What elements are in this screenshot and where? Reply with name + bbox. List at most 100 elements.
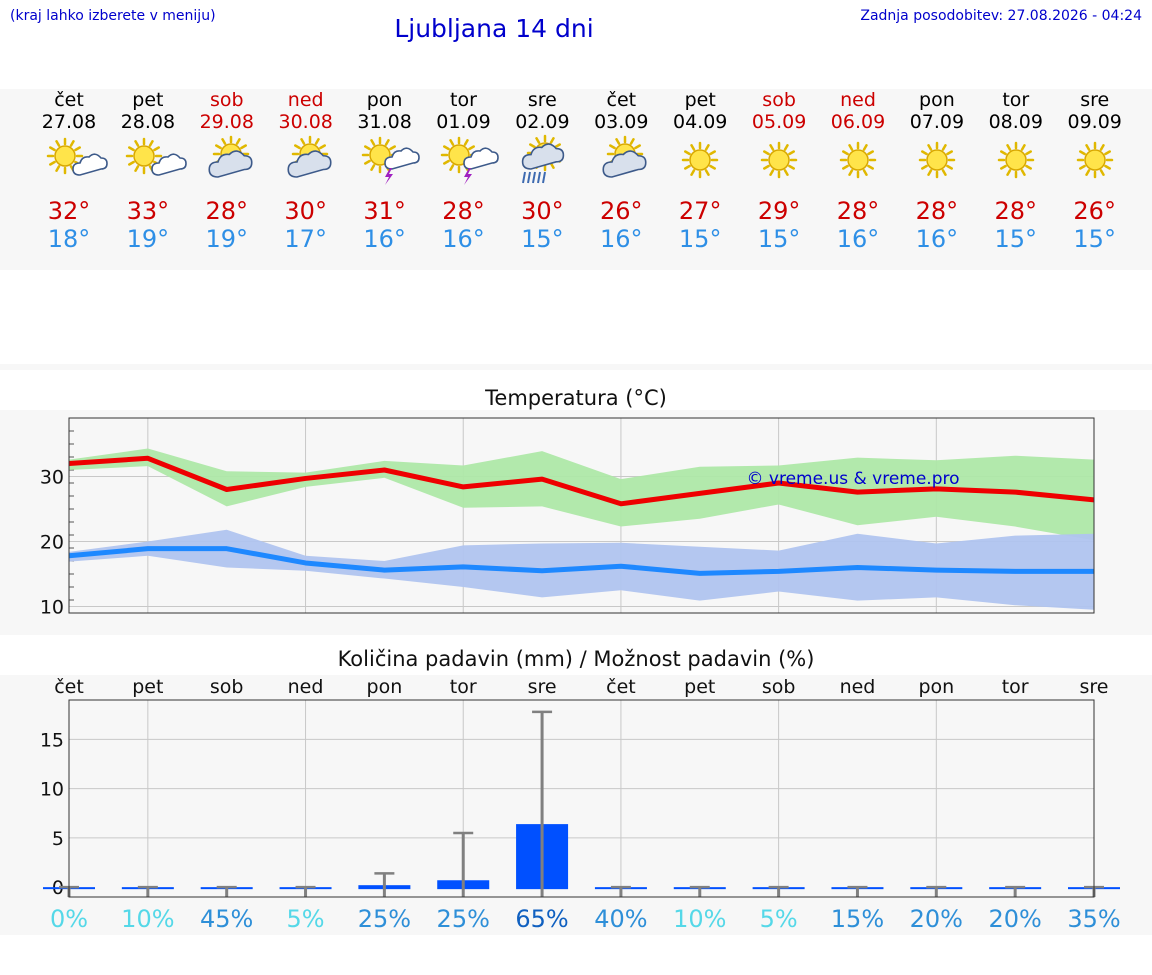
page-title: Ljubljana 14 dni (0, 14, 1152, 43)
precipitation-probability-label: 20% (988, 905, 1041, 933)
precipitation-probability-label: 65% (515, 905, 568, 933)
sun-ray (134, 140, 140, 147)
sun-ray (314, 138, 320, 145)
sun-ray (369, 139, 375, 146)
precipitation-probability-label: 45% (200, 905, 253, 933)
precipitation-error-bar (532, 710, 553, 897)
sun-ray (704, 144, 710, 151)
sun-ray (999, 164, 1007, 170)
sun-thunder-icon (440, 136, 499, 185)
day-column: pon 31.08 31° 16° (345, 89, 425, 253)
sun-disc (926, 149, 948, 171)
sun-ray (704, 169, 710, 176)
sun-ray (384, 139, 390, 146)
max-temperature: 27° (678, 197, 722, 225)
sun-ray (630, 138, 636, 145)
sun-ray (1103, 150, 1111, 156)
max-temp-line (68, 455, 1095, 507)
precipitation-error-bar (768, 885, 789, 897)
max-temperature: 31° (363, 197, 406, 225)
sun-ray (1006, 169, 1012, 176)
max-temperature: 26° (1073, 197, 1116, 225)
sun-disc (689, 149, 711, 171)
sun-ray (369, 164, 375, 171)
sun-ray (448, 164, 454, 171)
page-title-text: Ljubljana 14 dni (394, 14, 594, 43)
weather-icon (208, 135, 253, 178)
last-update-text: Zadnja posodobitev: 27.08.2026 - 04:24 (860, 8, 1142, 24)
cloud-sun-icon (208, 135, 253, 178)
sun-icon (1076, 141, 1113, 179)
precipitation-probability-label: 40% (594, 905, 647, 933)
min-temp-line (68, 546, 1094, 576)
sun-ray (867, 164, 874, 170)
day-name: sre (527, 89, 557, 111)
sun-ray (783, 144, 789, 151)
precipitation-probability-label: 20% (910, 905, 963, 933)
cloud-shape (522, 143, 565, 170)
sun-ray (862, 144, 868, 151)
min-temperature: 16° (363, 225, 406, 253)
weather-icon (125, 137, 187, 176)
max-temperature: 26° (600, 197, 643, 225)
sun-disc (847, 149, 869, 171)
day-column: sob 29.08 28° 19° (187, 89, 267, 253)
day-column: sre 09.09 26° 15° (1055, 89, 1135, 253)
precipitation-chart-title: Količina padavin (mm) / Možnost padavin … (337, 647, 815, 671)
sun-ray (1099, 169, 1105, 176)
sun-ray (550, 137, 556, 144)
sun-ray (388, 145, 396, 151)
max-temperature: 28° (205, 197, 249, 225)
day-column: čet 03.09 26° 16° (581, 89, 661, 253)
x-category-label: sre (528, 676, 557, 698)
weather-icon (997, 141, 1035, 179)
y-tick-label: 10 (40, 597, 64, 619)
sun-ray (134, 165, 140, 172)
sun-ray (763, 164, 770, 170)
cloud-shape (72, 153, 108, 176)
sun-ray (529, 143, 537, 149)
sun-ray (1078, 150, 1086, 156)
weather-icon (918, 141, 956, 179)
sun-ray (55, 165, 61, 172)
sun-ray (946, 150, 953, 156)
sun-ray (214, 144, 222, 150)
watermark-text: © vreme.us & vreme.pro (746, 469, 959, 489)
day-date: 04.09 (672, 111, 728, 133)
sun-ray (690, 144, 696, 151)
sun-ray (127, 160, 135, 166)
day-column: sre 02.09 30° 15° (502, 89, 582, 253)
min-temperature: 15° (994, 225, 1038, 253)
sun-ray (946, 164, 953, 170)
sun-disc (1005, 149, 1027, 171)
sun-ray (848, 169, 854, 176)
sun-ray (920, 150, 928, 156)
precipitation-probability-label: 15% (831, 905, 884, 933)
sun-ray (74, 146, 81, 152)
precipitation-probability-label: 35% (1067, 905, 1120, 933)
section-divider (0, 364, 1152, 370)
day-name: ned (840, 89, 876, 111)
min-temperature: 16° (836, 225, 880, 253)
cloud-sun-icon (602, 135, 647, 178)
precipitation-error-bar (295, 885, 316, 897)
sun-icon (760, 141, 798, 179)
daily-forecast-strip: čet 27.08 32° 18° pet 28.08 33° 19° sob 29.08 28° 1… (0, 89, 1152, 270)
day-date: 31.08 (357, 111, 412, 133)
lightning-bolt (463, 168, 472, 185)
x-category-label: pet (132, 676, 163, 698)
weather-icon (440, 136, 499, 185)
weather-icon (522, 134, 565, 184)
x-category-label: tor (450, 676, 477, 698)
day-column: ned 06.09 28° 16° (818, 89, 898, 253)
sun-ray (999, 150, 1007, 156)
x-category-label: sre (1080, 676, 1109, 698)
weather-icon (839, 141, 877, 179)
sun-ray (788, 150, 796, 156)
precipitation-probability-label: 10% (673, 905, 726, 933)
precipitation-error-bar (1005, 885, 1026, 897)
x-category-label: ned (288, 676, 324, 698)
sun-icon (839, 141, 877, 179)
day-date: 07.09 (909, 111, 965, 133)
sun-ray (363, 159, 371, 165)
